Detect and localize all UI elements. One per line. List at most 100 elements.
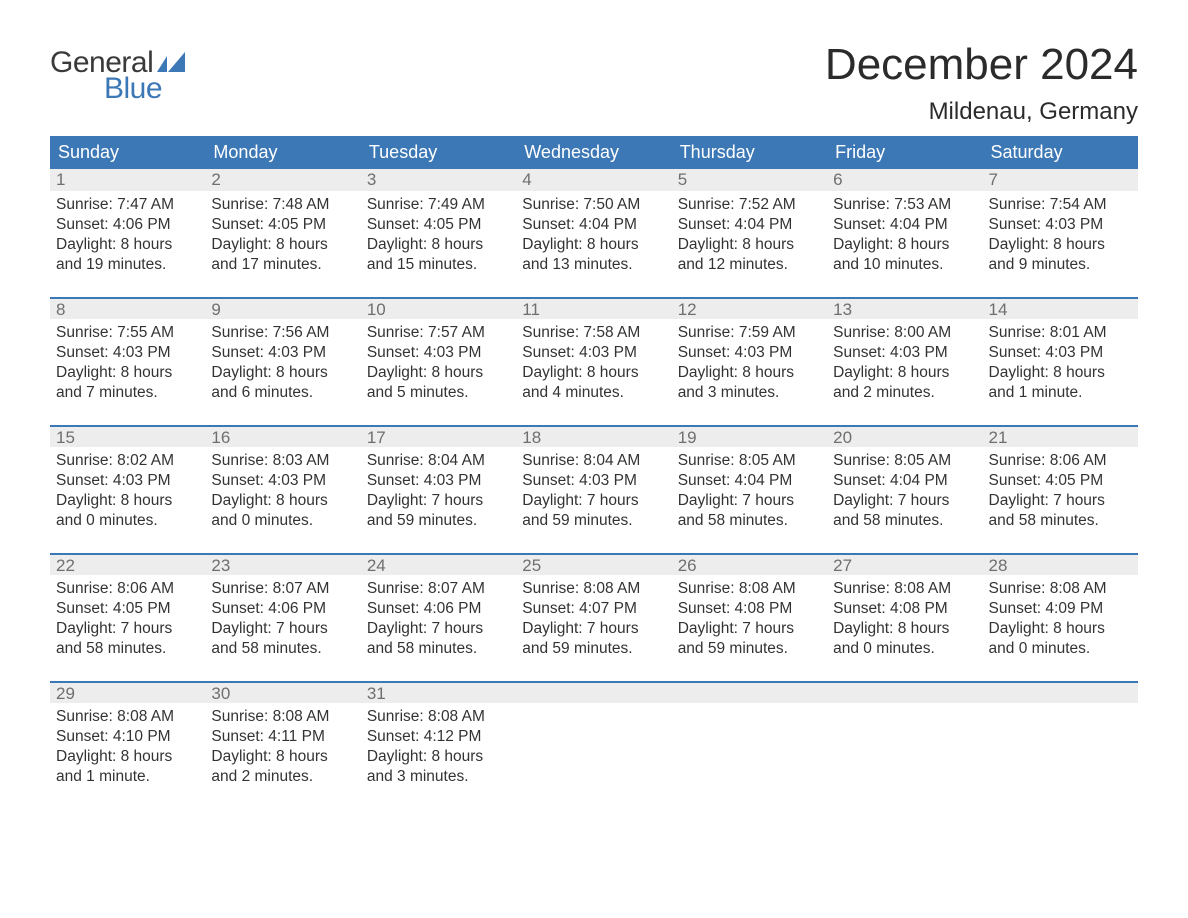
week-row: 29Sunrise: 8:08 AMSunset: 4:10 PMDayligh…: [50, 681, 1138, 791]
day-number: 6: [827, 169, 982, 191]
sunset-line: Sunset: 4:08 PM: [678, 599, 821, 619]
sunrise-line: Sunrise: 8:08 AM: [367, 707, 510, 727]
sunset-line: Sunset: 4:03 PM: [367, 471, 510, 491]
day-number: 11: [516, 297, 671, 319]
day-cell: 22Sunrise: 8:06 AMSunset: 4:05 PMDayligh…: [50, 553, 205, 663]
daylight-line2: and 19 minutes.: [56, 255, 199, 275]
day-cell: [827, 681, 982, 791]
day-number: 20: [827, 425, 982, 447]
day-cell: 30Sunrise: 8:08 AMSunset: 4:11 PMDayligh…: [205, 681, 360, 791]
daylight-line1: Daylight: 8 hours: [989, 363, 1132, 383]
sunrise-line: Sunrise: 8:04 AM: [367, 451, 510, 471]
dow-cell: Friday: [827, 136, 982, 169]
daylight-line2: and 13 minutes.: [522, 255, 665, 275]
dow-cell: Monday: [205, 136, 360, 169]
day-number: 22: [50, 553, 205, 575]
day-cell: 4Sunrise: 7:50 AMSunset: 4:04 PMDaylight…: [516, 169, 671, 279]
daylight-line1: Daylight: 7 hours: [56, 619, 199, 639]
location: Mildenau, Germany: [825, 98, 1138, 126]
sunrise-line: Sunrise: 7:58 AM: [522, 323, 665, 343]
daylight-line1: Daylight: 7 hours: [367, 491, 510, 511]
sunset-line: Sunset: 4:05 PM: [56, 599, 199, 619]
day-body: Sunrise: 8:08 AMSunset: 4:07 PMDaylight:…: [516, 575, 671, 663]
day-cell: 7Sunrise: 7:54 AMSunset: 4:03 PMDaylight…: [983, 169, 1138, 279]
day-number: 9: [205, 297, 360, 319]
sunset-line: Sunset: 4:04 PM: [522, 215, 665, 235]
sunrise-line: Sunrise: 8:08 AM: [522, 579, 665, 599]
day-number: 31: [361, 681, 516, 703]
sunrise-line: Sunrise: 7:59 AM: [678, 323, 821, 343]
day-number: 17: [361, 425, 516, 447]
day-cell: 16Sunrise: 8:03 AMSunset: 4:03 PMDayligh…: [205, 425, 360, 535]
daylight-line2: and 58 minutes.: [367, 639, 510, 659]
day-number: 27: [827, 553, 982, 575]
daylight-line2: and 12 minutes.: [678, 255, 821, 275]
sunrise-line: Sunrise: 7:52 AM: [678, 195, 821, 215]
daylight-line1: Daylight: 7 hours: [522, 619, 665, 639]
sunrise-line: Sunrise: 7:49 AM: [367, 195, 510, 215]
day-number: 26: [672, 553, 827, 575]
day-cell: [672, 681, 827, 791]
day-cell: 10Sunrise: 7:57 AMSunset: 4:03 PMDayligh…: [361, 297, 516, 407]
day-number: 12: [672, 297, 827, 319]
sunrise-line: Sunrise: 8:08 AM: [56, 707, 199, 727]
day-number: 16: [205, 425, 360, 447]
sunrise-line: Sunrise: 7:47 AM: [56, 195, 199, 215]
day-number: 19: [672, 425, 827, 447]
sunrise-line: Sunrise: 8:05 AM: [678, 451, 821, 471]
day-cell: 2Sunrise: 7:48 AMSunset: 4:05 PMDaylight…: [205, 169, 360, 279]
day-body: [672, 703, 827, 791]
day-body: Sunrise: 7:53 AMSunset: 4:04 PMDaylight:…: [827, 191, 982, 279]
day-cell: 9Sunrise: 7:56 AMSunset: 4:03 PMDaylight…: [205, 297, 360, 407]
week-row: 1Sunrise: 7:47 AMSunset: 4:06 PMDaylight…: [50, 169, 1138, 279]
header: General Blue December 2024 Mildenau, Ger…: [50, 40, 1138, 126]
day-body: Sunrise: 7:57 AMSunset: 4:03 PMDaylight:…: [361, 319, 516, 407]
daylight-line1: Daylight: 8 hours: [367, 235, 510, 255]
sunset-line: Sunset: 4:03 PM: [678, 343, 821, 363]
sunrise-line: Sunrise: 8:03 AM: [211, 451, 354, 471]
day-body: [983, 703, 1138, 791]
day-body: Sunrise: 8:01 AMSunset: 4:03 PMDaylight:…: [983, 319, 1138, 407]
day-body: Sunrise: 7:55 AMSunset: 4:03 PMDaylight:…: [50, 319, 205, 407]
day-number: 14: [983, 297, 1138, 319]
daylight-line2: and 1 minute.: [56, 767, 199, 787]
day-body: Sunrise: 7:50 AMSunset: 4:04 PMDaylight:…: [516, 191, 671, 279]
day-body: Sunrise: 8:00 AMSunset: 4:03 PMDaylight:…: [827, 319, 982, 407]
day-body: Sunrise: 8:04 AMSunset: 4:03 PMDaylight:…: [361, 447, 516, 535]
daylight-line1: Daylight: 8 hours: [522, 235, 665, 255]
day-body: [516, 703, 671, 791]
sunrise-line: Sunrise: 8:01 AM: [989, 323, 1132, 343]
calendar: SundayMondayTuesdayWednesdayThursdayFrid…: [50, 136, 1138, 791]
day-cell: 12Sunrise: 7:59 AMSunset: 4:03 PMDayligh…: [672, 297, 827, 407]
day-number: [516, 681, 671, 703]
daylight-line1: Daylight: 8 hours: [833, 619, 976, 639]
day-number: 23: [205, 553, 360, 575]
day-number: 18: [516, 425, 671, 447]
day-cell: 5Sunrise: 7:52 AMSunset: 4:04 PMDaylight…: [672, 169, 827, 279]
sunset-line: Sunset: 4:03 PM: [522, 343, 665, 363]
sunrise-line: Sunrise: 8:08 AM: [833, 579, 976, 599]
day-number: [672, 681, 827, 703]
sunrise-line: Sunrise: 8:04 AM: [522, 451, 665, 471]
daylight-line1: Daylight: 8 hours: [989, 235, 1132, 255]
day-body: Sunrise: 8:08 AMSunset: 4:10 PMDaylight:…: [50, 703, 205, 791]
sunrise-line: Sunrise: 7:57 AM: [367, 323, 510, 343]
dow-cell: Tuesday: [361, 136, 516, 169]
dow-cell: Saturday: [983, 136, 1138, 169]
daylight-line1: Daylight: 7 hours: [211, 619, 354, 639]
day-cell: 3Sunrise: 7:49 AMSunset: 4:05 PMDaylight…: [361, 169, 516, 279]
daylight-line1: Daylight: 8 hours: [989, 619, 1132, 639]
sunset-line: Sunset: 4:12 PM: [367, 727, 510, 747]
day-number: 25: [516, 553, 671, 575]
day-cell: 25Sunrise: 8:08 AMSunset: 4:07 PMDayligh…: [516, 553, 671, 663]
daylight-line2: and 59 minutes.: [367, 511, 510, 531]
day-number: 3: [361, 169, 516, 191]
sunset-line: Sunset: 4:08 PM: [833, 599, 976, 619]
day-number: 15: [50, 425, 205, 447]
month-title: December 2024: [825, 40, 1138, 90]
sunrise-line: Sunrise: 8:00 AM: [833, 323, 976, 343]
daylight-line1: Daylight: 7 hours: [833, 491, 976, 511]
day-body: Sunrise: 8:05 AMSunset: 4:04 PMDaylight:…: [827, 447, 982, 535]
flag-icon: [157, 52, 185, 72]
daylight-line2: and 0 minutes.: [56, 511, 199, 531]
